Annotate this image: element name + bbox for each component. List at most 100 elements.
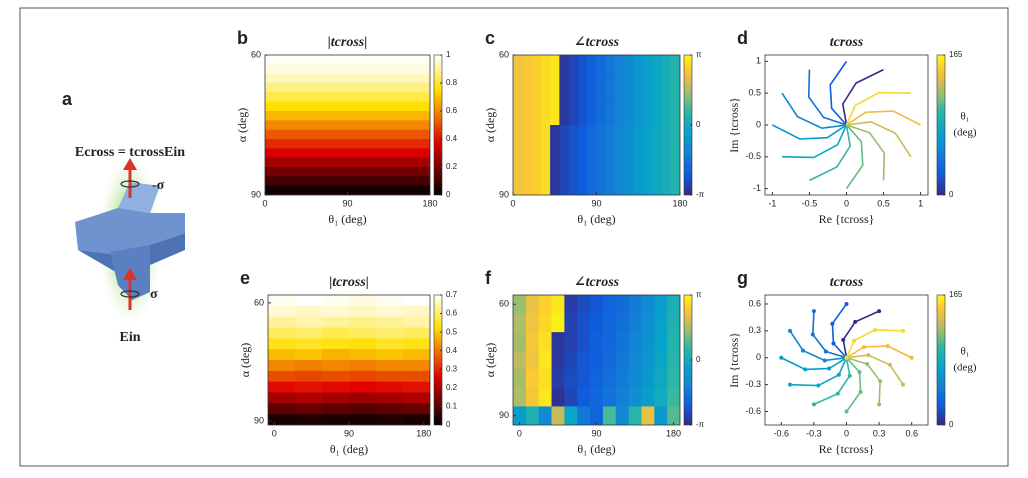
heatmap-cell bbox=[513, 406, 527, 425]
line bbox=[812, 311, 847, 359]
heatmap-cell bbox=[522, 78, 532, 103]
x-tick-label: 0 bbox=[262, 198, 267, 208]
heatmap-cell bbox=[577, 295, 591, 314]
heatmap-cell bbox=[670, 125, 680, 149]
heatmap-cell bbox=[667, 295, 680, 314]
heatmap-cell bbox=[654, 332, 668, 352]
heatmap-cell bbox=[624, 125, 635, 149]
heatmap-cell bbox=[602, 387, 617, 407]
line bbox=[845, 329, 904, 359]
heatmap-cell bbox=[538, 350, 552, 370]
heatmap-cell bbox=[550, 101, 560, 126]
equation: Ecross = tcrossEin bbox=[75, 145, 185, 160]
heatmap-cell bbox=[268, 403, 296, 415]
spin bbox=[120, 290, 140, 298]
heatmap-cell bbox=[349, 381, 377, 393]
heatmap-cell bbox=[568, 125, 579, 149]
heatmap-cell bbox=[349, 392, 377, 404]
marker bbox=[811, 309, 816, 314]
heatmap-cell bbox=[550, 125, 560, 149]
heatmap-cell bbox=[265, 64, 430, 75]
heatmap-cell bbox=[265, 73, 430, 84]
heatmap-cell bbox=[596, 101, 607, 126]
heatmap-cell bbox=[376, 295, 404, 307]
heatmap-cell bbox=[403, 305, 430, 318]
marker bbox=[878, 379, 883, 384]
heatmap-cell bbox=[615, 78, 625, 103]
y-tick-label: -0.6 bbox=[745, 406, 761, 416]
heatmap-cell bbox=[605, 148, 616, 173]
colorbar-tick-label: 0 bbox=[949, 190, 954, 199]
heatmap-cell bbox=[525, 387, 540, 407]
heatmap-cell bbox=[540, 148, 551, 173]
heatmap-cell bbox=[633, 78, 644, 103]
heatmap-cell bbox=[641, 332, 655, 352]
heatmap-cell bbox=[538, 295, 552, 314]
heatmap-cell bbox=[403, 392, 430, 404]
heatmap-cell bbox=[602, 369, 617, 389]
heatmap-cell bbox=[268, 295, 296, 307]
heatmap-cell bbox=[513, 295, 527, 314]
colorbar-tick-label: 165 bbox=[949, 290, 963, 299]
line bbox=[831, 303, 848, 359]
heatmap-cell bbox=[642, 148, 653, 173]
heatmap-cell bbox=[559, 55, 570, 79]
heatmap-cell bbox=[295, 338, 323, 350]
marker bbox=[831, 341, 836, 346]
spin-label: -σ bbox=[152, 178, 165, 193]
heatmap-cell bbox=[641, 313, 655, 333]
heatmap-cell bbox=[550, 171, 560, 195]
heatmap-cell bbox=[667, 313, 680, 333]
panel-letter: a bbox=[62, 89, 73, 109]
heatmap-cell bbox=[587, 78, 597, 103]
marker bbox=[866, 353, 871, 358]
y-axis-label: α (deg) bbox=[238, 343, 252, 378]
colorbar bbox=[433, 54, 443, 196]
heatmap-cell bbox=[654, 406, 668, 425]
heatmap-cell bbox=[654, 313, 668, 333]
heatmap-cell bbox=[615, 171, 625, 195]
heatmap-cell bbox=[652, 171, 662, 195]
marker bbox=[887, 362, 892, 367]
colorbar-tick-label: π bbox=[696, 50, 702, 59]
chart-title: tcross bbox=[830, 275, 864, 290]
colorbar-tick-label: 0 bbox=[446, 190, 451, 199]
x-tick-label: 180 bbox=[672, 198, 687, 208]
input-label: Ein bbox=[119, 330, 140, 345]
colorbar bbox=[936, 294, 946, 426]
heatmap-cell bbox=[628, 387, 642, 407]
heatmap-cell bbox=[615, 125, 625, 149]
heatmap-cell bbox=[531, 101, 542, 126]
heatmap-cell bbox=[615, 101, 625, 126]
y-tick-label: -1 bbox=[753, 183, 761, 193]
colorbar-tick-label: -π bbox=[696, 420, 705, 429]
heatmap-cell bbox=[322, 370, 350, 383]
heatmap-cell bbox=[642, 55, 653, 79]
heatmap-cell bbox=[265, 129, 430, 140]
panel-letter: c bbox=[485, 28, 495, 48]
line bbox=[846, 120, 912, 158]
panel-5: -0.6 -0.3 0 0.3 0.6-0.6-0.300.30.6g tcrossRe … bbox=[727, 268, 977, 456]
heatmap-cell bbox=[550, 148, 560, 173]
heatmap-cell bbox=[295, 381, 323, 393]
y-tick-label: 90 bbox=[499, 189, 509, 199]
heatmap-cell bbox=[513, 101, 523, 126]
heatmap-cell bbox=[564, 369, 578, 389]
heatmap-cell bbox=[376, 327, 404, 339]
heatmap-cell bbox=[322, 381, 350, 393]
marker bbox=[803, 367, 808, 372]
marker bbox=[865, 362, 870, 367]
heatmap-cell bbox=[403, 327, 430, 339]
colorbar-label: (deg) bbox=[953, 362, 977, 374]
heatmap-cell bbox=[522, 171, 532, 195]
heatmap-cell bbox=[403, 316, 430, 328]
heatmap-cell bbox=[265, 55, 430, 65]
heatmap-cell bbox=[376, 305, 404, 318]
heatmap-cell bbox=[590, 332, 604, 352]
heatmap-cell bbox=[525, 295, 540, 314]
heatmap-cell bbox=[670, 78, 680, 103]
line bbox=[829, 60, 848, 126]
heatmap-cell bbox=[538, 313, 552, 333]
heatmap-cell bbox=[268, 338, 296, 350]
y-tick-label: -0.3 bbox=[745, 379, 761, 389]
